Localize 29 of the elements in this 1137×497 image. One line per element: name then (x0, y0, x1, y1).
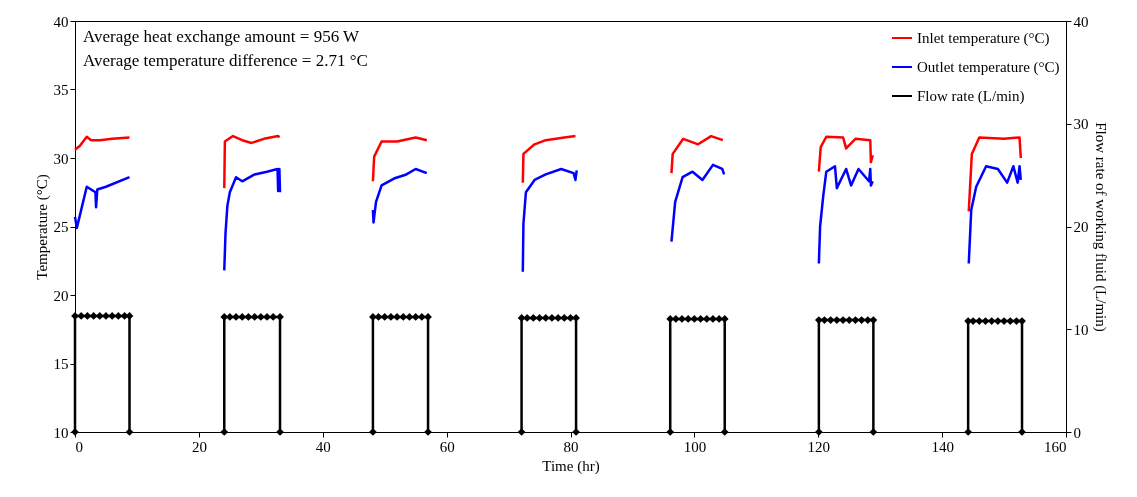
y-tick-label: 30 (53, 150, 69, 167)
legend-label: Inlet temperature (°C) (917, 30, 1050, 47)
y-tick-label: 25 (53, 219, 69, 235)
y2-tick-label: 20 (1073, 219, 1089, 235)
y2-tick-label: 10 (1073, 321, 1089, 338)
y-tick-label: 15 (53, 356, 69, 372)
y2-tick-label: 30 (1073, 116, 1089, 133)
y2-axis-title: Flow rate of working fluid (L/min) (1091, 122, 1109, 332)
x-tick-label: 120 (807, 438, 830, 455)
y-tick-label: 10 (53, 424, 69, 441)
y-axis-title: Temperature (°C) (33, 174, 51, 280)
x-tick-label: 0 (75, 438, 83, 455)
x-tick-label: 140 (931, 438, 954, 455)
legend-label: Flow rate (L/min) (917, 88, 1025, 105)
annotation: Average heat exchange amount = 956 W (83, 27, 361, 46)
y-tick-label: 40 (53, 13, 69, 30)
x-tick-label: 40 (315, 438, 331, 455)
x-tick-label: 80 (563, 438, 579, 455)
x-tick-label: 100 (683, 438, 707, 455)
x-tick-label: 20 (191, 438, 207, 455)
legend-label: Outlet temperature (°C) (917, 59, 1060, 76)
x-axis-title: Time (hr) (542, 457, 600, 475)
annotation: Average temperature difference = 2.71 °C (83, 51, 368, 70)
x-tick-label: 60 (439, 438, 455, 455)
y-tick-label: 20 (53, 287, 69, 304)
y2-tick-label: 40 (1073, 13, 1089, 30)
x-tick-label: 160 (1044, 438, 1067, 455)
y-tick-label: 35 (53, 82, 69, 98)
y2-tick-label: 0 (1073, 424, 1081, 441)
